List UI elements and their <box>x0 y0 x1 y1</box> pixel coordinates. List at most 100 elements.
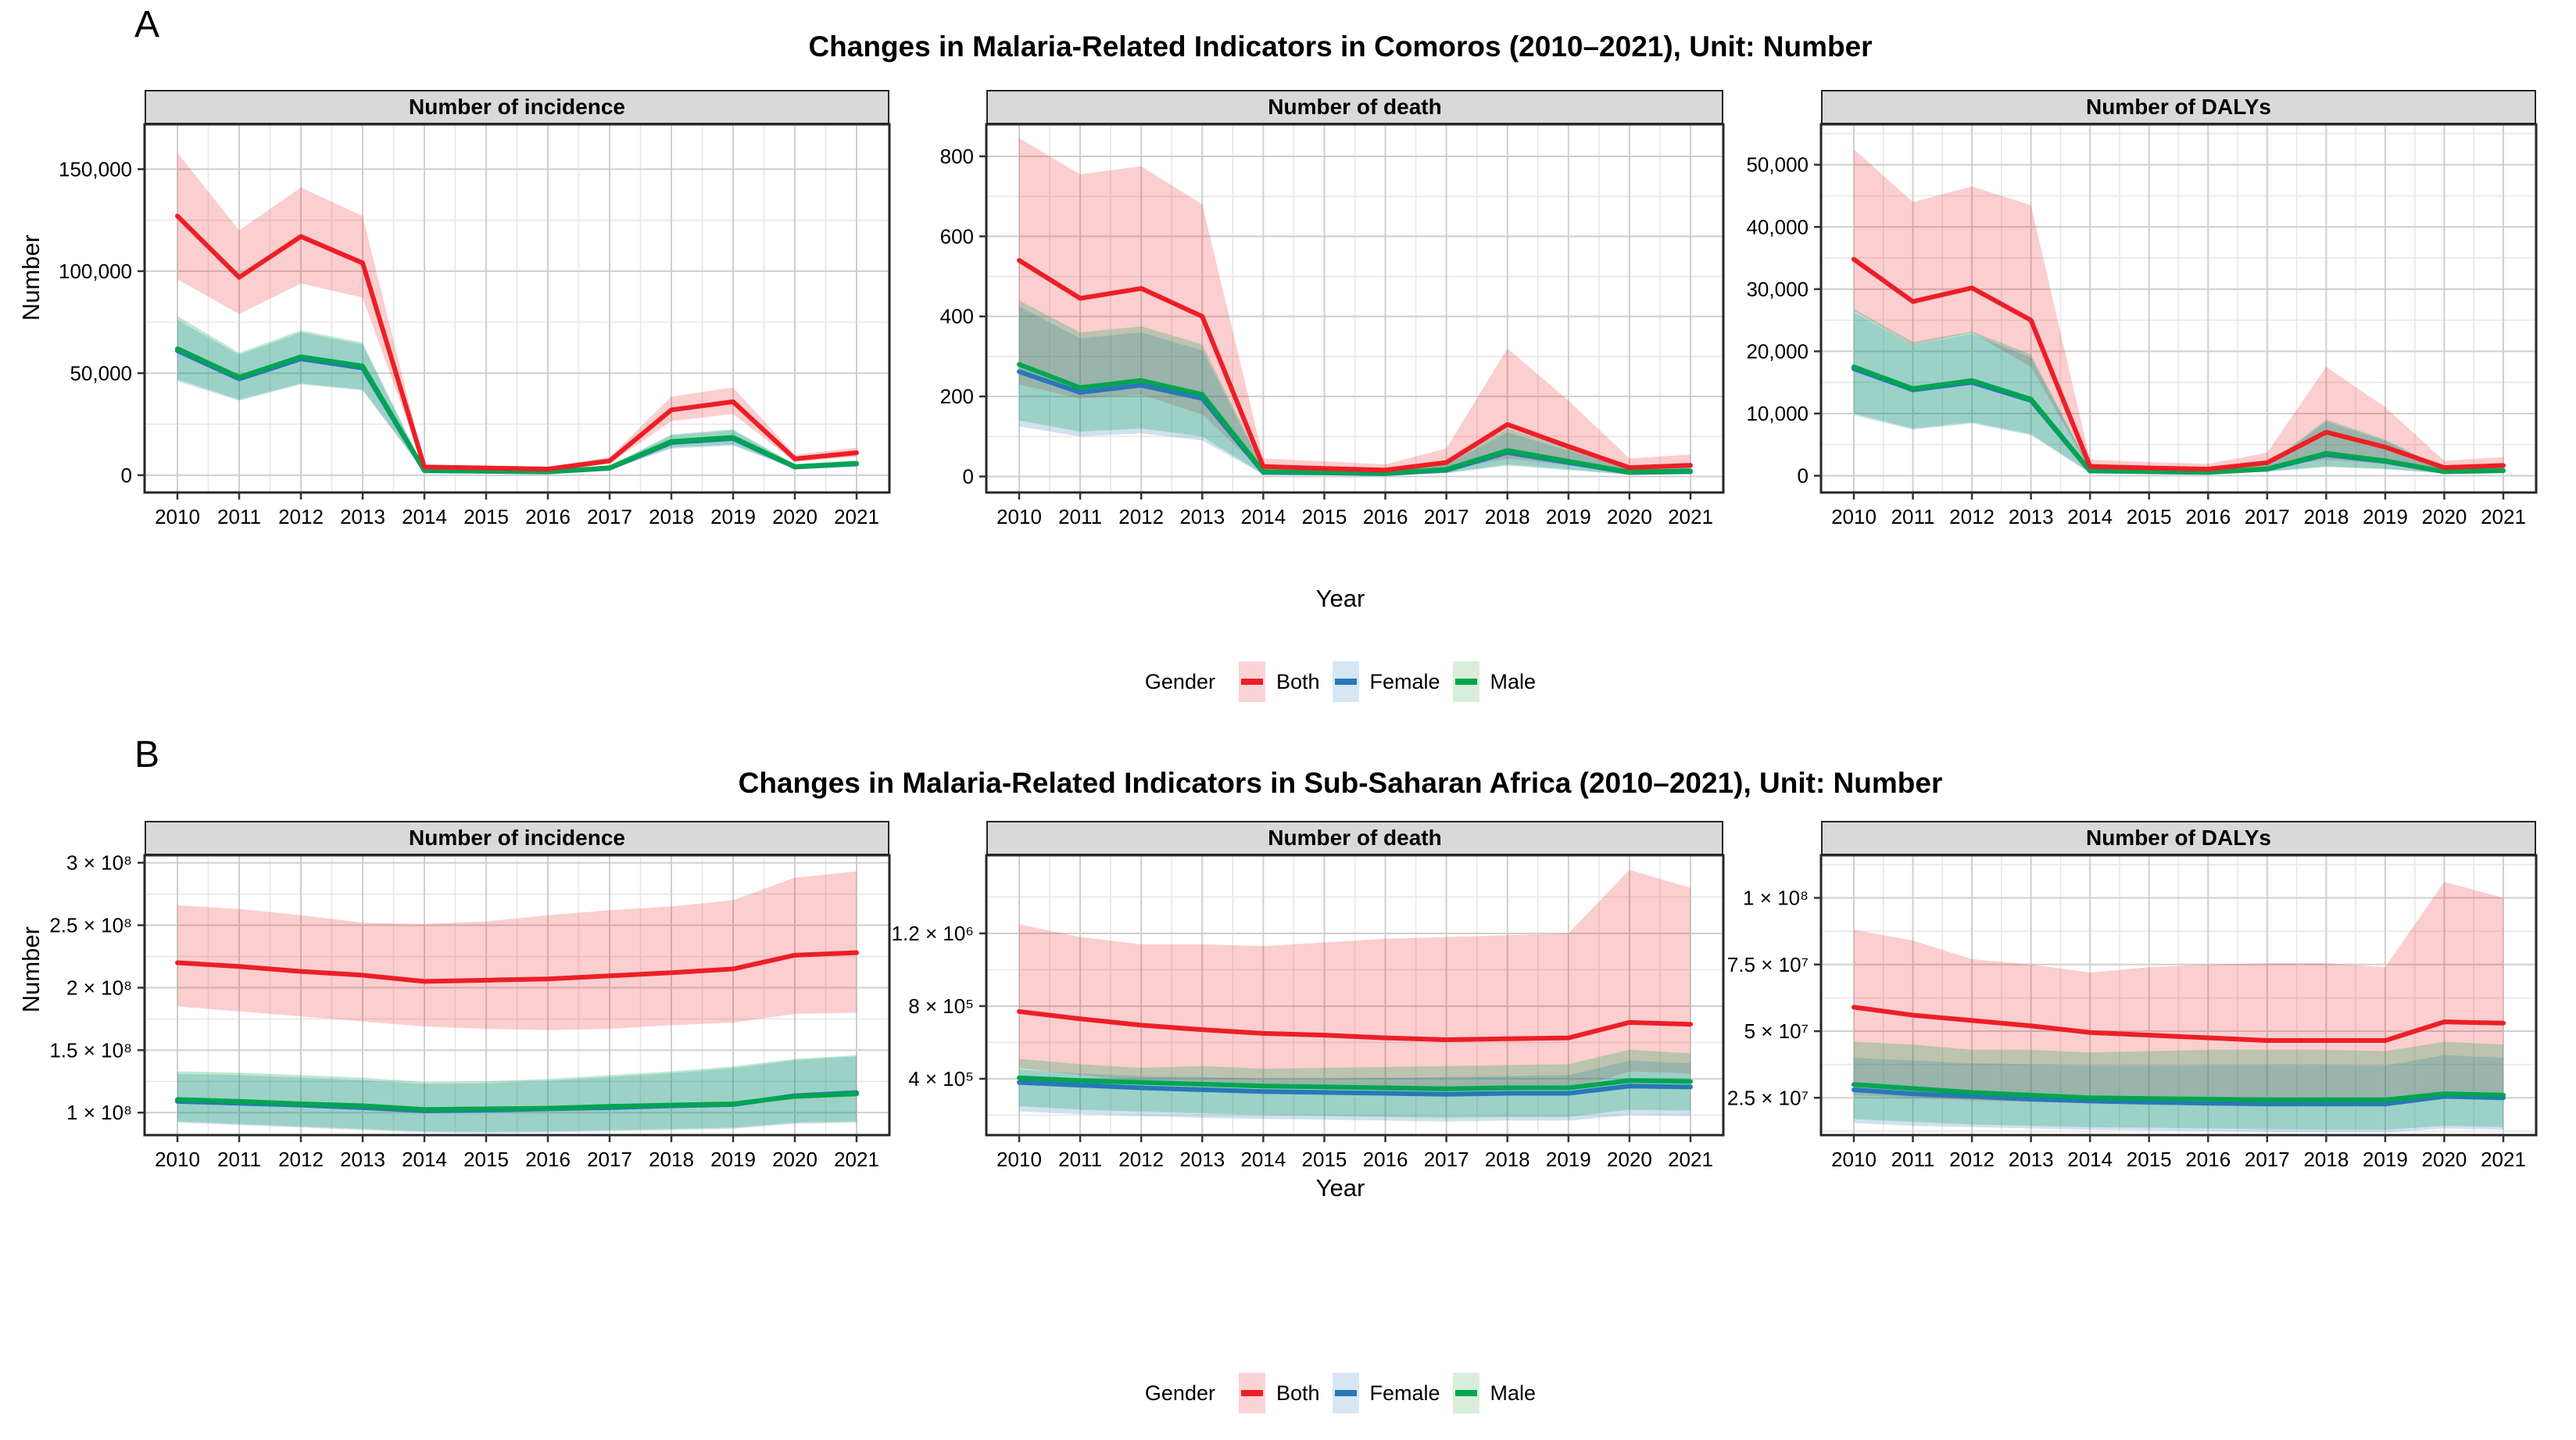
svg-text:2 × 10⁸: 2 × 10⁸ <box>66 976 132 999</box>
svg-text:100,000: 100,000 <box>59 260 132 283</box>
legend-key-male-swatch <box>1452 1373 1479 1413</box>
svg-text:2019: 2019 <box>1546 505 1591 528</box>
svg-text:2020: 2020 <box>1607 505 1652 528</box>
svg-text:2020: 2020 <box>772 505 818 528</box>
svg-text:2017: 2017 <box>1424 1148 1469 1171</box>
svg-text:20,000: 20,000 <box>1746 339 1809 363</box>
svg-text:4 × 10⁵: 4 × 10⁵ <box>908 1067 974 1091</box>
svg-text:2013: 2013 <box>1179 505 1225 528</box>
chart-b-2: 2.5 × 10⁷ 5 × 10⁷ 7.5 × 10⁷ 1 × 10⁸ 2010 2011… <box>1727 854 2538 1171</box>
svg-text:2014: 2014 <box>1240 505 1286 528</box>
legend-a-label-male: Male <box>1490 669 1537 693</box>
svg-text:50,000: 50,000 <box>70 361 132 385</box>
legend-key-female-swatch <box>1332 1373 1359 1413</box>
svg-text:0: 0 <box>1798 464 1809 488</box>
panel-b-label: B <box>134 734 160 776</box>
svg-text:0: 0 <box>121 464 132 487</box>
svg-text:2013: 2013 <box>2009 1148 2054 1171</box>
legend-b-label-both: Both <box>1275 1381 1320 1405</box>
facet-strip-a-death: Number of death <box>986 90 1723 124</box>
svg-text:2012: 2012 <box>1949 505 1995 528</box>
svg-text:400: 400 <box>940 305 974 328</box>
svg-text:2021: 2021 <box>2481 1148 2526 1171</box>
legend-a-item-female: Female <box>1332 661 1440 702</box>
svg-text:0: 0 <box>963 465 974 489</box>
legend-b-item-male: Male <box>1452 1373 1537 1413</box>
panel-b-x-axis-title: Year <box>1315 1174 1365 1202</box>
svg-text:3 × 10⁸: 3 × 10⁸ <box>66 851 132 875</box>
legend-a-label-female: Female <box>1369 669 1440 693</box>
facet-strip-a-incidence: Number of incidence <box>145 90 889 124</box>
svg-text:2016: 2016 <box>1363 505 1408 528</box>
chart-a-2: 0 10,000 20,000 30,000 40,000 50,000 2010 2011 2… <box>1746 123 2538 528</box>
svg-text:2016: 2016 <box>525 505 571 528</box>
svg-text:2013: 2013 <box>1179 1148 1225 1171</box>
legend-key-female-swatch <box>1332 661 1359 702</box>
svg-text:50,000: 50,000 <box>1746 153 1809 177</box>
chart-a-1: 0 200 400 600 800 2010 2011 2012 2013 2014 2015 201… <box>940 123 1725 528</box>
legend-b-item-female: Female <box>1332 1373 1440 1413</box>
svg-text:1.5 × 10⁸: 1.5 × 10⁸ <box>49 1038 132 1062</box>
legend-key-male-swatch <box>1452 661 1479 702</box>
svg-text:2014: 2014 <box>2067 1148 2113 1171</box>
svg-text:2013: 2013 <box>340 505 385 528</box>
svg-text:2021: 2021 <box>1668 1148 1713 1171</box>
svg-text:2.5 × 10⁸: 2.5 × 10⁸ <box>49 914 132 937</box>
facet-strip-a-dalys: Number of DALYs <box>1821 90 2536 124</box>
svg-text:2018: 2018 <box>649 505 694 528</box>
svg-text:2011: 2011 <box>1058 505 1102 528</box>
svg-text:150,000: 150,000 <box>59 157 132 181</box>
svg-text:2010: 2010 <box>996 505 1042 528</box>
panel-a-x-axis-title: Year <box>1315 585 1365 612</box>
chart-b-1: 4 × 10⁵ 8 × 10⁵ 1.2 × 10⁶ 2010 2011 2012 2013 2… <box>892 854 1725 1171</box>
svg-text:1 × 10⁸: 1 × 10⁸ <box>1743 887 1809 910</box>
svg-text:2011: 2011 <box>1058 1148 1102 1171</box>
svg-text:2016: 2016 <box>2185 505 2231 528</box>
legend-b-label-male: Male <box>1490 1381 1537 1405</box>
svg-text:800: 800 <box>940 145 974 168</box>
facet-strip-b-death: Number of death <box>986 821 1723 855</box>
svg-text:200: 200 <box>940 385 974 408</box>
svg-text:7.5 × 10⁷: 7.5 × 10⁷ <box>1727 953 1809 976</box>
svg-text:2011: 2011 <box>217 505 261 528</box>
svg-text:2017: 2017 <box>1424 505 1469 528</box>
svg-text:2017: 2017 <box>587 505 632 528</box>
svg-text:2021: 2021 <box>2481 505 2526 528</box>
legend-a-item-male: Male <box>1452 661 1537 702</box>
legend-b-label-female: Female <box>1369 1381 1440 1405</box>
svg-text:2017: 2017 <box>2245 505 2290 528</box>
svg-text:2015: 2015 <box>463 505 509 528</box>
chart-b-0: 1 × 10⁸ 1.5 × 10⁸ 2 × 10⁸ 2.5 × 10⁸ 3 × 10⁸ 2… <box>49 851 891 1171</box>
svg-text:1.2 × 10⁶: 1.2 × 10⁶ <box>892 922 974 945</box>
svg-text:2010: 2010 <box>155 505 200 528</box>
svg-text:2015: 2015 <box>1302 505 1347 528</box>
svg-text:2019: 2019 <box>710 505 756 528</box>
svg-text:2014: 2014 <box>1240 1148 1286 1171</box>
svg-text:2011: 2011 <box>217 1148 261 1171</box>
svg-text:2010: 2010 <box>996 1148 1042 1171</box>
svg-text:2010: 2010 <box>155 1148 200 1171</box>
svg-text:2016: 2016 <box>525 1148 571 1171</box>
svg-text:2021: 2021 <box>834 1148 879 1171</box>
svg-text:2014: 2014 <box>2067 505 2113 528</box>
svg-text:2018: 2018 <box>2303 1148 2349 1171</box>
chart-a-0: 0 50,000 100,000 150,000 2010 2011 2012 2013 201… <box>59 123 891 528</box>
legend-a: Gender Both Female Male <box>145 661 2536 702</box>
svg-text:2018: 2018 <box>2303 505 2349 528</box>
panel-a-label: A <box>134 4 160 45</box>
svg-text:2012: 2012 <box>1118 1148 1164 1171</box>
svg-text:2012: 2012 <box>278 505 324 528</box>
svg-text:5 × 10⁷: 5 × 10⁷ <box>1744 1019 1809 1043</box>
svg-text:2016: 2016 <box>1363 1148 1408 1171</box>
svg-text:2018: 2018 <box>1485 505 1530 528</box>
svg-text:2020: 2020 <box>1607 1148 1652 1171</box>
legend-key-both-swatch <box>1238 661 1265 702</box>
svg-text:2017: 2017 <box>587 1148 632 1171</box>
svg-text:2017: 2017 <box>2245 1148 2290 1171</box>
panel-b-title: Changes in Malaria-Related Indicators in… <box>738 767 1943 799</box>
facet-strip-b-incidence: Number of incidence <box>145 821 889 855</box>
svg-text:2015: 2015 <box>463 1148 509 1171</box>
svg-text:2010: 2010 <box>1831 1148 1877 1171</box>
svg-text:2020: 2020 <box>772 1148 818 1171</box>
svg-text:2019: 2019 <box>1546 1148 1591 1171</box>
